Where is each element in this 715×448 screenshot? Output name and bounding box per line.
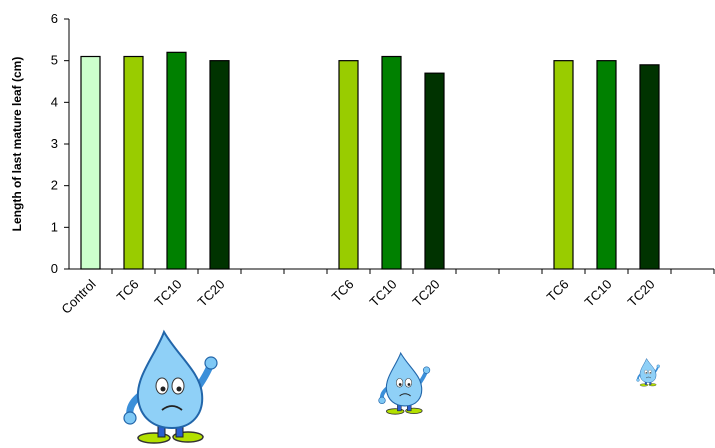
bar-tc20-group-3: [639, 64, 660, 270]
bar-tc10-group-3: [596, 60, 617, 270]
bar-tc6-group-1: [123, 55, 144, 270]
x-tick-label: Control: [58, 276, 98, 316]
bar-tc10-group-2: [381, 55, 402, 270]
x-tick-label: TC10: [152, 277, 185, 310]
bar-tc20-group-1: [209, 60, 230, 270]
bar-control-group-1: [80, 55, 101, 270]
x-tick-labels: Control TC6 TC10 TC20 TC6 TC10 TC20 TC6 TC10 TC20: [58, 276, 657, 316]
water-drop-character-small-icon: [636, 357, 660, 387]
x-tick-label: TC6: [329, 277, 357, 305]
bars: [80, 51, 660, 270]
illustrations: [123, 329, 660, 444]
y-tick-label: 2: [51, 178, 58, 193]
x-tick-label: TC10: [582, 277, 615, 310]
y-tick-label: 4: [51, 94, 58, 109]
x-tick-label: TC20: [625, 277, 658, 310]
water-drop-character-large-icon: [123, 329, 218, 444]
x-tick-label: TC6: [114, 277, 142, 305]
bar-tc6-group-2: [338, 60, 359, 270]
bar-tc10-group-1: [166, 51, 187, 270]
bar-tc20-group-2: [424, 72, 445, 270]
y-tick-label: 0: [51, 261, 58, 276]
x-tick-label: TC6: [544, 277, 572, 305]
bar-tc6-group-3: [553, 60, 574, 270]
y-axis-label: Length of last mature leaf (cm): [10, 57, 24, 232]
x-tick-label: TC10: [367, 277, 400, 310]
y-tick-label: 3: [51, 136, 58, 151]
water-drop-character-medium-icon: [378, 351, 431, 415]
y-tick-label: 5: [51, 53, 58, 68]
y-tick-label: 1: [51, 219, 58, 234]
x-tick-label: TC20: [410, 277, 443, 310]
y-tick-labels: 0 1 2 3 4 5 6: [51, 11, 58, 276]
x-tick-label: TC20: [195, 277, 228, 310]
y-tick-label: 6: [51, 11, 58, 26]
